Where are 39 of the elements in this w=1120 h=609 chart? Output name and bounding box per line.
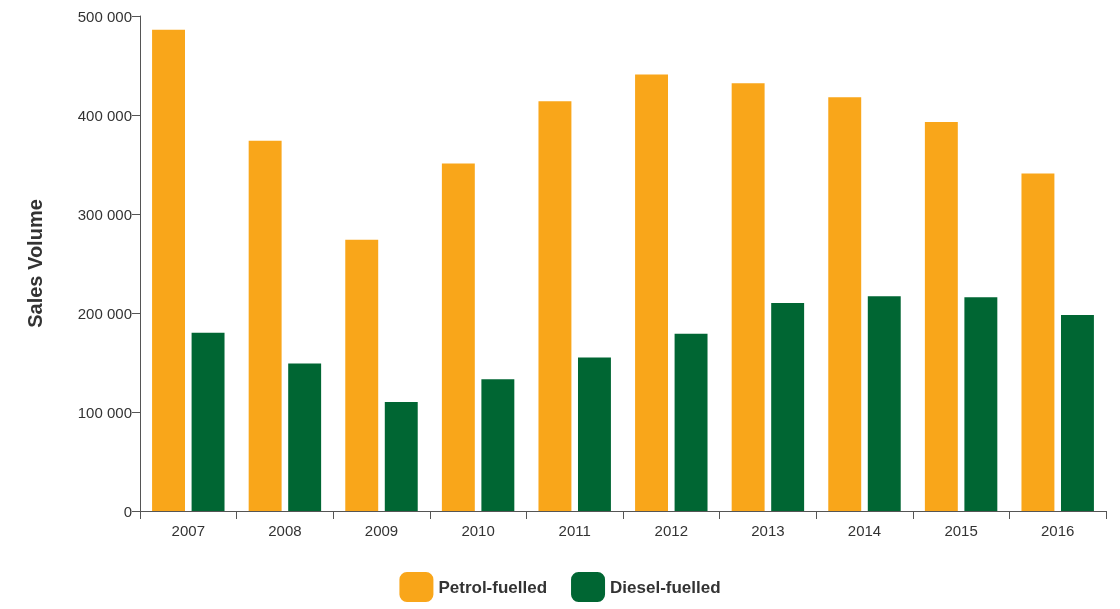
bar	[1060, 314, 1094, 511]
bar	[441, 163, 475, 511]
bar	[384, 402, 418, 511]
x-tick-label: 2015	[944, 522, 978, 539]
bar	[771, 303, 805, 511]
y-axis-title: Sales Volume	[24, 199, 46, 328]
bar	[828, 97, 862, 511]
bar	[924, 121, 958, 511]
y-tick-label: 200 000	[77, 304, 132, 322]
bar	[248, 140, 282, 511]
y-tick-label: 0	[123, 502, 132, 520]
bar	[731, 83, 765, 511]
y-tick-label: 500 000	[77, 7, 132, 25]
bar	[481, 379, 515, 511]
legend-label: Diesel-fuelled	[610, 577, 721, 597]
x-tick-label: 2014	[847, 522, 882, 539]
x-tick-label: 2011	[558, 522, 591, 539]
x-tick-label: 2016	[1041, 522, 1075, 539]
y-tick-label: 100 000	[77, 403, 132, 421]
x-tick-label: 2009	[364, 522, 399, 539]
y-tick-label: 400 000	[77, 106, 132, 124]
x-tick-label: 2010	[461, 522, 495, 539]
bar	[577, 357, 611, 511]
x-tick-label: 2013	[751, 522, 785, 539]
legend-label: Petrol-fuelled	[438, 577, 548, 597]
bar	[288, 363, 322, 511]
bar	[635, 74, 669, 511]
bar	[674, 333, 708, 511]
x-tick-label: 2012	[654, 522, 688, 539]
bar	[345, 239, 379, 511]
bar	[1021, 173, 1055, 511]
bar	[152, 29, 186, 511]
x-tick-label: 2007	[171, 522, 205, 539]
bar	[964, 297, 998, 511]
bar	[867, 296, 901, 511]
bar	[191, 332, 225, 511]
y-tick-label: 300 000	[77, 205, 132, 223]
bar	[538, 101, 572, 511]
x-tick-label: 2008	[268, 522, 302, 539]
